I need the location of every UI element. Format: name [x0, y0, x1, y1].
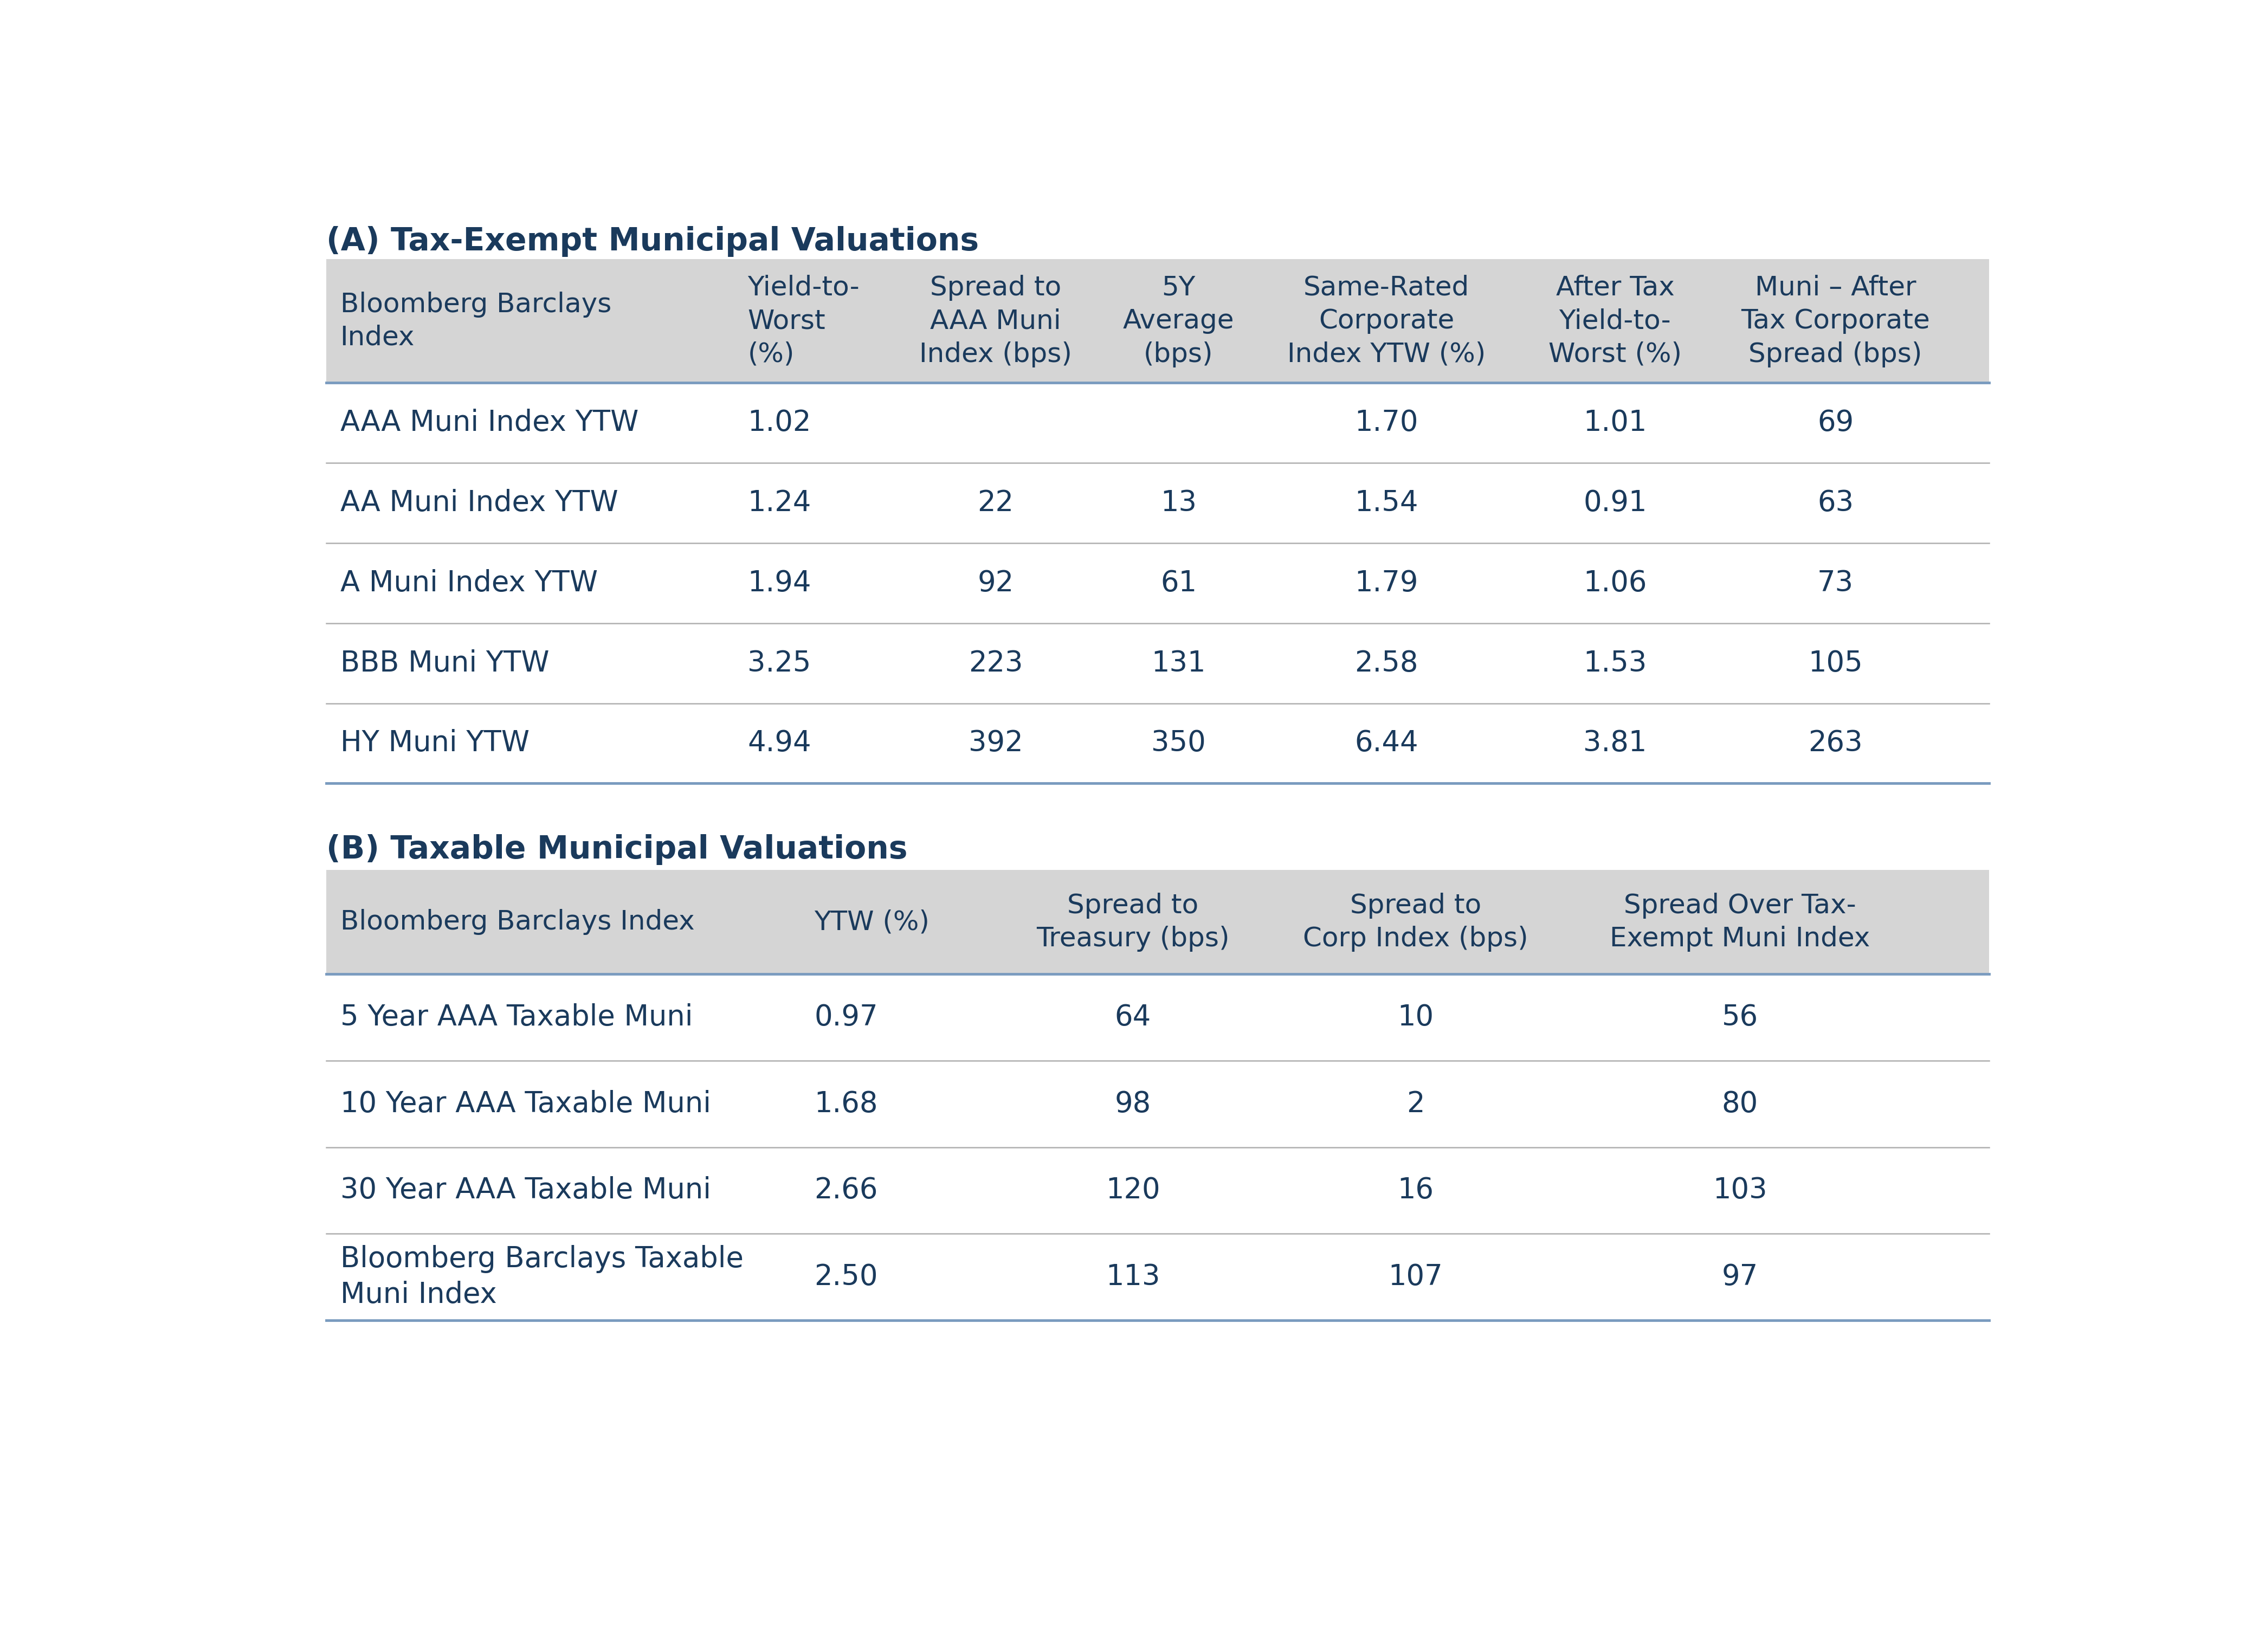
Text: Bloomberg Barclays
Index: Bloomberg Barclays Index — [341, 291, 612, 350]
Text: 97: 97 — [1721, 1262, 1758, 1290]
Text: 392: 392 — [969, 729, 1023, 757]
Text: 2.50: 2.50 — [813, 1262, 879, 1290]
Text: 5 Year AAA Taxable Muni: 5 Year AAA Taxable Muni — [341, 1003, 694, 1031]
Text: Bloomberg Barclays Index: Bloomberg Barclays Index — [341, 909, 694, 935]
Text: 13: 13 — [1161, 489, 1197, 517]
Bar — [325, 259, 1990, 383]
Text: 105: 105 — [1807, 649, 1864, 677]
Text: 107: 107 — [1389, 1262, 1444, 1290]
Text: BBB Muni YTW: BBB Muni YTW — [341, 649, 549, 677]
Text: HY Muni YTW: HY Muni YTW — [341, 729, 529, 757]
Text: 1.24: 1.24 — [748, 489, 811, 517]
Text: 56: 56 — [1721, 1003, 1758, 1031]
Text: 63: 63 — [1816, 489, 1855, 517]
Text: 0.91: 0.91 — [1584, 489, 1647, 517]
Text: 103: 103 — [1712, 1176, 1767, 1204]
Text: Spread to
AAA Muni
Index (bps): Spread to AAA Muni Index (bps) — [919, 274, 1073, 367]
Text: Spread to
Treasury (bps): Spread to Treasury (bps) — [1037, 892, 1229, 952]
Text: 92: 92 — [978, 568, 1014, 596]
Text: 131: 131 — [1152, 649, 1206, 677]
Text: Same-Rated
Corporate
Index YTW (%): Same-Rated Corporate Index YTW (%) — [1288, 274, 1486, 367]
Text: AAA Muni Index YTW: AAA Muni Index YTW — [341, 408, 639, 436]
Bar — [325, 871, 1990, 975]
Text: 120: 120 — [1105, 1176, 1161, 1204]
Text: (A) Tax-Exempt Municipal Valuations: (A) Tax-Exempt Municipal Valuations — [325, 226, 978, 258]
Text: 223: 223 — [969, 649, 1023, 677]
Text: 80: 80 — [1721, 1090, 1758, 1118]
Text: Bloomberg Barclays Taxable
Muni Index: Bloomberg Barclays Taxable Muni Index — [341, 1246, 743, 1308]
Text: After Tax
Yield-to-
Worst (%): After Tax Yield-to- Worst (%) — [1547, 274, 1681, 367]
Text: 1.54: 1.54 — [1355, 489, 1419, 517]
Text: 3.81: 3.81 — [1584, 729, 1647, 757]
Text: 0.97: 0.97 — [813, 1003, 879, 1031]
Text: 69: 69 — [1816, 408, 1855, 436]
Text: 2: 2 — [1407, 1090, 1425, 1118]
Text: Yield-to-
Worst
(%): Yield-to- Worst (%) — [748, 274, 861, 367]
Text: 113: 113 — [1105, 1262, 1161, 1290]
Text: 10: 10 — [1398, 1003, 1434, 1031]
Text: 1.94: 1.94 — [748, 568, 811, 596]
Text: 1.01: 1.01 — [1584, 408, 1647, 436]
Text: 1.70: 1.70 — [1355, 408, 1419, 436]
Text: 10 Year AAA Taxable Muni: 10 Year AAA Taxable Muni — [341, 1090, 712, 1118]
Text: (B) Taxable Municipal Valuations: (B) Taxable Municipal Valuations — [325, 834, 908, 866]
Text: 6.44: 6.44 — [1355, 729, 1419, 757]
Text: 263: 263 — [1807, 729, 1864, 757]
Text: 1.79: 1.79 — [1355, 568, 1419, 596]
Text: 1.02: 1.02 — [748, 408, 811, 436]
Text: 5Y
Average
(bps): 5Y Average (bps) — [1123, 274, 1233, 367]
Text: 16: 16 — [1398, 1176, 1434, 1204]
Text: 98: 98 — [1114, 1090, 1152, 1118]
Text: 30 Year AAA Taxable Muni: 30 Year AAA Taxable Muni — [341, 1176, 712, 1204]
Text: 1.68: 1.68 — [813, 1090, 879, 1118]
Text: 64: 64 — [1114, 1003, 1152, 1031]
Text: Spread to
Corp Index (bps): Spread to Corp Index (bps) — [1303, 892, 1527, 952]
Text: 61: 61 — [1161, 568, 1197, 596]
Text: 350: 350 — [1152, 729, 1206, 757]
Text: 22: 22 — [978, 489, 1014, 517]
Text: YTW (%): YTW (%) — [813, 909, 928, 935]
Text: 1.06: 1.06 — [1584, 568, 1647, 596]
Text: 2.66: 2.66 — [813, 1176, 879, 1204]
Text: 3.25: 3.25 — [748, 649, 811, 677]
Text: A Muni Index YTW: A Muni Index YTW — [341, 568, 599, 596]
Text: AA Muni Index YTW: AA Muni Index YTW — [341, 489, 619, 517]
Text: Spread Over Tax-
Exempt Muni Index: Spread Over Tax- Exempt Muni Index — [1611, 892, 1870, 952]
Text: 4.94: 4.94 — [748, 729, 811, 757]
Text: 2.58: 2.58 — [1355, 649, 1419, 677]
Text: Muni – After
Tax Corporate
Spread (bps): Muni – After Tax Corporate Spread (bps) — [1742, 274, 1929, 367]
Text: 73: 73 — [1816, 568, 1855, 596]
Text: 1.53: 1.53 — [1584, 649, 1647, 677]
